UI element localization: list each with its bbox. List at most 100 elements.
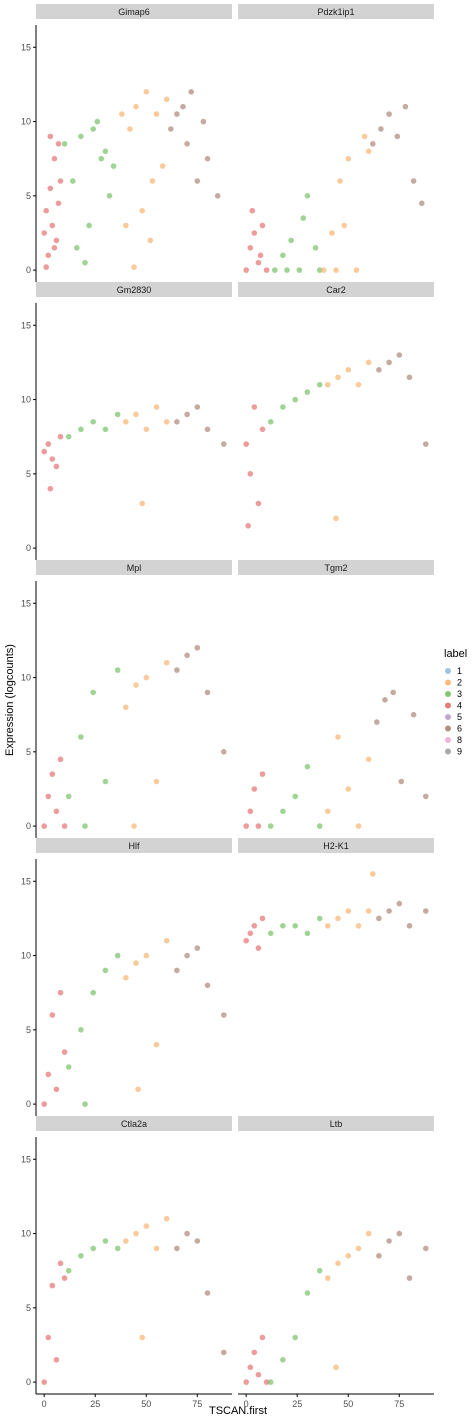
data-point-cluster-2 (153, 111, 160, 117)
x-tick-label: 75 (192, 1399, 202, 1409)
facet-strip (238, 4, 434, 19)
data-point-cluster-2 (355, 823, 362, 829)
data-point-cluster-4 (255, 1371, 262, 1378)
data-point-cluster-3 (280, 252, 286, 259)
data-point-cluster-4 (41, 230, 47, 236)
data-point-cluster-4 (43, 264, 49, 270)
data-point-cluster-3 (82, 1101, 88, 1107)
facet-strip (36, 838, 232, 853)
data-point-cluster-6 (194, 1238, 201, 1244)
data-point-cluster-4 (255, 823, 262, 829)
data-point-cluster-3 (304, 930, 311, 937)
data-point-cluster-2 (370, 871, 376, 877)
data-point-cluster-2 (355, 381, 362, 388)
data-point-cluster-2 (163, 937, 170, 944)
data-point-cluster-2 (139, 500, 145, 507)
data-point-cluster-2 (333, 267, 339, 273)
y-tick-label: 15 (21, 1154, 31, 1164)
legend-label-8: 8 (457, 735, 462, 745)
data-point-cluster-3 (102, 148, 109, 155)
facet-strip-label: Gm2830 (117, 285, 152, 295)
facet-panel-mpl: Mpl 0 5 10 15 (21, 560, 232, 838)
data-point-cluster-2 (123, 704, 129, 711)
legend-label-5: 5 (457, 712, 462, 722)
data-point-cluster-2 (335, 915, 341, 922)
data-point-cluster-6 (200, 118, 207, 125)
data-point-cluster-2 (163, 659, 170, 666)
data-point-cluster-4 (47, 133, 54, 140)
x-tick-label: 50 (141, 1399, 151, 1409)
data-point-cluster-6 (174, 111, 180, 117)
data-point-cluster-2 (153, 404, 160, 410)
data-point-cluster-4 (247, 808, 254, 815)
data-point-cluster-3 (316, 381, 323, 388)
data-point-cluster-2 (345, 908, 352, 914)
data-point-cluster-3 (292, 793, 299, 800)
data-point-cluster-4 (251, 786, 258, 792)
data-point-cluster-6 (184, 652, 190, 659)
y-tick-label: 5 (26, 469, 31, 479)
data-point-cluster-6 (194, 945, 201, 951)
data-point-cluster-3 (61, 141, 68, 147)
facet-panel-gm2830: Gm2830 0 5 10 15 (21, 282, 232, 560)
data-point-cluster-4 (243, 441, 249, 447)
data-point-cluster-6 (204, 1290, 211, 1296)
data-point-cluster-2 (353, 267, 360, 273)
data-point-cluster-4 (53, 237, 60, 244)
facet-strip-label: Car2 (326, 285, 346, 295)
legend-label-3: 3 (457, 689, 462, 699)
data-point-cluster-3 (78, 133, 84, 140)
data-point-cluster-4 (41, 1101, 47, 1107)
y-tick-label: 10 (21, 395, 31, 405)
data-point-cluster-6 (374, 719, 380, 725)
data-point-cluster-2 (135, 1086, 141, 1093)
data-point-cluster-4 (255, 500, 262, 507)
data-point-cluster-2 (365, 359, 372, 366)
data-point-cluster-3 (280, 1357, 286, 1363)
data-point-cluster-6 (184, 411, 190, 418)
data-point-cluster-4 (247, 245, 254, 251)
data-point-cluster-3 (90, 126, 96, 132)
data-point-cluster-4 (49, 1282, 56, 1289)
data-point-cluster-3 (114, 411, 121, 418)
y-tick-label: 15 (21, 876, 31, 886)
facet-panel-car2: Car2 (238, 282, 434, 529)
data-point-cluster-6 (419, 200, 425, 207)
legend-key-4 (445, 702, 451, 709)
data-point-cluster-6 (204, 155, 211, 162)
data-point-cluster-4 (51, 155, 58, 162)
legend-label-1: 1 (457, 666, 462, 676)
data-point-cluster-4 (259, 426, 266, 433)
data-point-cluster-2 (163, 1215, 170, 1222)
data-point-cluster-4 (259, 222, 266, 229)
data-point-cluster-3 (65, 1267, 72, 1274)
data-point-cluster-6 (376, 915, 382, 922)
data-point-cluster-2 (341, 222, 348, 229)
data-point-cluster-4 (57, 1260, 64, 1267)
data-point-cluster-4 (53, 1086, 60, 1093)
data-point-cluster-2 (153, 1041, 160, 1048)
y-tick-label: 15 (21, 320, 31, 330)
facet-strip-label: Ctla2a (121, 1119, 147, 1129)
legend-key-5 (445, 714, 451, 720)
data-point-cluster-3 (65, 1064, 72, 1070)
data-point-cluster-4 (53, 463, 60, 470)
data-point-cluster-2 (345, 786, 352, 792)
data-point-cluster-2 (149, 178, 156, 184)
data-point-cluster-6 (194, 404, 201, 410)
data-point-cluster-4 (45, 1334, 52, 1341)
facet-strip-label: Tgm2 (324, 563, 347, 573)
data-point-cluster-2 (365, 148, 372, 155)
data-point-cluster-4 (255, 259, 262, 266)
data-point-cluster-3 (110, 163, 117, 169)
data-point-cluster-3 (65, 433, 72, 440)
data-point-cluster-4 (49, 771, 56, 777)
data-point-cluster-6 (394, 133, 401, 140)
data-point-cluster-2 (143, 1223, 150, 1229)
x-tick-label: 75 (394, 1399, 404, 1409)
x-tick-label: 25 (90, 1399, 100, 1409)
data-point-cluster-3 (316, 823, 323, 829)
data-point-cluster-2 (119, 111, 125, 117)
data-point-cluster-4 (49, 1012, 56, 1018)
data-point-cluster-4 (45, 1071, 52, 1078)
